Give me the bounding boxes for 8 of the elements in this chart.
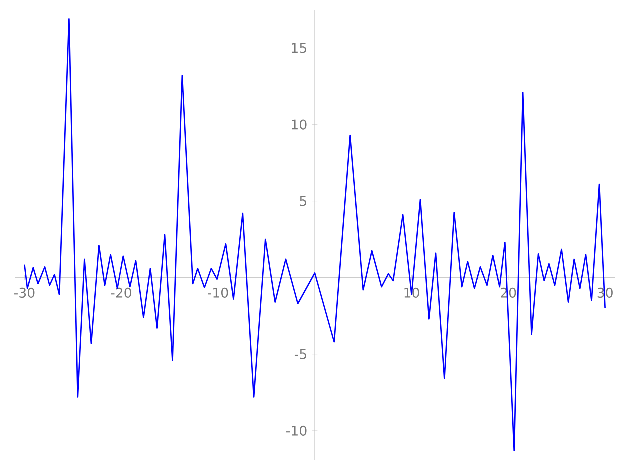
x-tick-label: -20 [111,288,132,298]
y-tick-label: 15 [292,43,306,54]
x-tick-label: -30 [14,288,35,298]
y-tick-label: 10 [292,120,307,130]
x-tick-label: -10 [208,288,228,298]
y-tick-label: 5 [300,196,306,206]
y-tick-label: -10 [286,426,307,436]
y-tick-label: -5 [294,349,306,360]
